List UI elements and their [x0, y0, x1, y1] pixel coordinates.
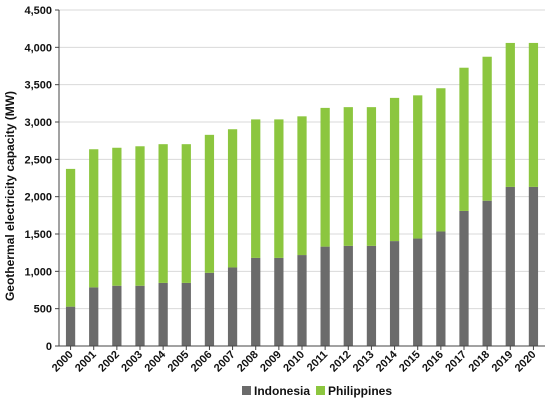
bar-indonesia-2014	[389, 241, 400, 346]
x-tick-label: 2002	[96, 349, 122, 375]
bar-indonesia-2010	[297, 255, 307, 346]
bar-indonesia-2000	[65, 306, 76, 346]
legend-label-philippines: Philippines	[328, 384, 392, 398]
legend: Indonesia Philippines	[242, 384, 392, 398]
bar-indonesia-2003	[135, 285, 145, 346]
x-tick-label: 2008	[235, 349, 261, 375]
bar-indonesia-2007	[227, 267, 238, 346]
x-tick-label: 2016	[420, 349, 446, 375]
x-axis-ticks: 2000200120022003200420052006200720082009…	[50, 346, 539, 374]
bar-philippines-2007	[227, 129, 238, 268]
bar-indonesia-2001	[89, 287, 99, 346]
x-tick-label: 2006	[189, 349, 215, 375]
legend-swatch-indonesia	[242, 386, 251, 395]
y-tick-label: 4,000	[24, 42, 52, 54]
x-tick-label: 2011	[305, 349, 330, 374]
y-tick-label: 4,500	[24, 5, 52, 17]
bar-philippines-2016	[436, 88, 446, 232]
bar-philippines-2010	[297, 116, 307, 256]
x-tick-label: 2000	[50, 349, 76, 375]
bar-indonesia-2013	[366, 245, 377, 346]
bar-philippines-2013	[366, 107, 377, 246]
bar-philippines-2020	[528, 42, 539, 187]
bar-indonesia-2011	[320, 246, 330, 346]
bar-philippines-2009	[274, 119, 284, 258]
bar-indonesia-2002	[112, 285, 122, 346]
bar-philippines-2002	[112, 147, 122, 286]
bar-philippines-2008	[251, 119, 261, 258]
bars	[65, 42, 539, 346]
x-tick-label: 2003	[119, 349, 145, 375]
legend-label-indonesia: Indonesia	[254, 384, 310, 398]
x-tick-label: 2007	[212, 349, 238, 375]
bar-philippines-2015	[413, 95, 423, 239]
bar-philippines-2012	[343, 107, 353, 246]
bar-indonesia-2016	[436, 231, 446, 346]
x-tick-label: 2014	[374, 348, 400, 374]
bar-indonesia-2008	[251, 257, 261, 346]
y-tick-label: 3,000	[24, 117, 52, 129]
bar-philippines-2011	[320, 107, 330, 247]
y-tick-label: 2,000	[24, 192, 52, 204]
bar-indonesia-2005	[181, 282, 191, 346]
bar-indonesia-2006	[204, 272, 215, 346]
bar-philippines-2001	[89, 149, 99, 288]
bar-indonesia-2017	[459, 210, 469, 346]
bar-philippines-2014	[389, 97, 400, 242]
bar-philippines-2006	[204, 134, 215, 273]
bar-indonesia-2018	[482, 200, 492, 346]
y-axis-title: Geothermal electricity capacity (MW)	[3, 91, 17, 301]
x-tick-label: 2012	[328, 349, 354, 375]
bar-philippines-2005	[181, 144, 191, 283]
bar-indonesia-2004	[158, 282, 168, 346]
bar-philippines-2019	[505, 42, 515, 187]
y-tick-label: 500	[34, 304, 52, 316]
bar-philippines-2004	[158, 144, 168, 283]
x-tick-label: 2009	[258, 349, 284, 375]
bar-indonesia-2015	[413, 238, 423, 346]
x-tick-label: 2017	[443, 349, 469, 375]
y-tick-label: 3,500	[24, 80, 52, 92]
x-tick-label: 2019	[490, 349, 516, 375]
x-tick-label: 2018	[466, 349, 492, 375]
bar-indonesia-2009	[274, 257, 284, 346]
bar-indonesia-2020	[528, 186, 539, 346]
bar-indonesia-2012	[343, 245, 353, 346]
y-tick-label: 1,500	[24, 229, 52, 241]
y-axis-ticks: 0 500 1,000 1,500 2,000 2,500 3,000 3,500 4,000 4…	[24, 5, 59, 353]
y-tick-label: 0	[46, 341, 52, 353]
x-tick-label: 2015	[397, 349, 423, 375]
x-tick-label: 2001	[73, 349, 99, 375]
x-tick-label: 2004	[142, 348, 168, 374]
bar-philippines-2000	[65, 168, 76, 307]
bar-philippines-2017	[459, 67, 469, 211]
bar-philippines-2003	[135, 146, 145, 286]
y-tick-label: 1,000	[24, 266, 52, 278]
x-tick-label: 2010	[281, 349, 307, 375]
legend-swatch-philippines	[316, 386, 325, 395]
bar-indonesia-2019	[505, 186, 515, 346]
y-tick-label: 2,500	[24, 154, 52, 166]
x-tick-label: 2020	[513, 349, 539, 375]
x-tick-label: 2013	[351, 349, 377, 375]
bar-philippines-2018	[482, 56, 492, 201]
x-tick-label: 2005	[166, 349, 192, 375]
